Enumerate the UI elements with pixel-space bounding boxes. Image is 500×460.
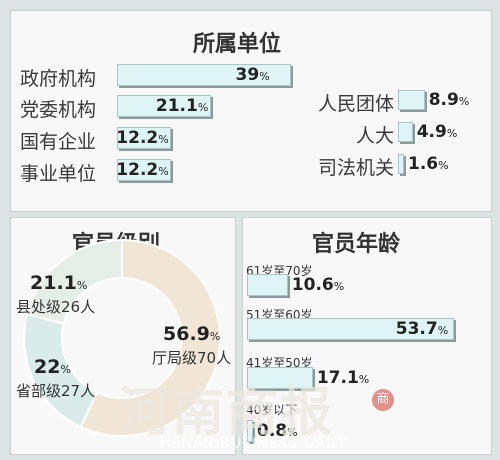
unit-panel [10, 10, 492, 212]
level-value-label: 56.9% [163, 323, 221, 345]
unit-value-label: 39% [235, 65, 270, 85]
level-donut-slice [79, 238, 221, 437]
unit-value-label: 12.2% [116, 160, 169, 180]
unit-value-label: 8.9% [428, 90, 470, 110]
watermark-text: HENAN BUSINESS DAILY [160, 436, 348, 452]
unit-bar [117, 159, 172, 181]
level-category-label: 厅局级70人 [152, 349, 232, 367]
age-category-label: 40岁以下 [246, 403, 298, 417]
age-bar [247, 420, 253, 442]
level-value-label: 21.1% [30, 272, 88, 294]
unit-category-label: 司法机关 [317, 157, 394, 179]
level-donut-slice [25, 238, 123, 325]
unit-bar [398, 154, 404, 174]
level-value-label: 22% [34, 356, 71, 378]
unit-bar [117, 127, 172, 149]
age-value-label: 0.8% [257, 421, 298, 441]
unit-value-label: 4.9% [416, 122, 458, 142]
age-bar [247, 367, 313, 389]
watermark-logo: 河南商报 [118, 382, 335, 443]
unit-category-label: 事业单位 [20, 163, 97, 185]
age-category-label: 41岁至50岁 [246, 356, 313, 370]
unit-category-label: 人大 [355, 125, 394, 147]
unit-bar [117, 64, 291, 86]
watermark-seal: 商 [372, 389, 394, 411]
unit-chart-title: 所属单位 [193, 32, 282, 57]
unit-category-label: 国有企业 [20, 131, 97, 153]
age-value-label: 53.7% [395, 319, 449, 339]
unit-value-label: 1.6% [408, 154, 449, 174]
unit-bar [398, 90, 425, 110]
unit-bar [398, 122, 413, 142]
age-bar [247, 274, 288, 296]
unit-value-label: 12.2% [116, 128, 169, 148]
age-value-label: 10.6% [291, 275, 345, 295]
level-category-label: 省部级27人 [16, 382, 96, 400]
age-chart-title: 官员年龄 [312, 232, 401, 257]
unit-category-label: 政府机构 [20, 68, 97, 90]
level-category-label: 县处级26人 [16, 298, 96, 316]
age-bar [247, 318, 454, 340]
unit-bar [117, 95, 211, 117]
age-value-label: 17.1% [316, 368, 370, 388]
unit-category-label: 人民团体 [317, 93, 394, 115]
unit-value-label: 21.1% [155, 96, 209, 116]
unit-category-label: 党委机构 [20, 99, 97, 121]
